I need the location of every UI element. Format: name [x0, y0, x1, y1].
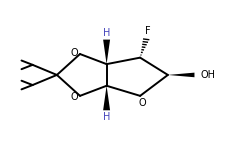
Text: H: H: [103, 28, 110, 38]
Text: H: H: [103, 112, 110, 122]
Text: F: F: [145, 26, 151, 36]
Polygon shape: [103, 86, 110, 110]
Text: OH: OH: [200, 70, 215, 80]
Text: O: O: [70, 92, 78, 102]
Text: O: O: [139, 98, 146, 108]
Polygon shape: [168, 73, 194, 77]
Text: O: O: [70, 48, 78, 58]
Polygon shape: [103, 40, 110, 64]
